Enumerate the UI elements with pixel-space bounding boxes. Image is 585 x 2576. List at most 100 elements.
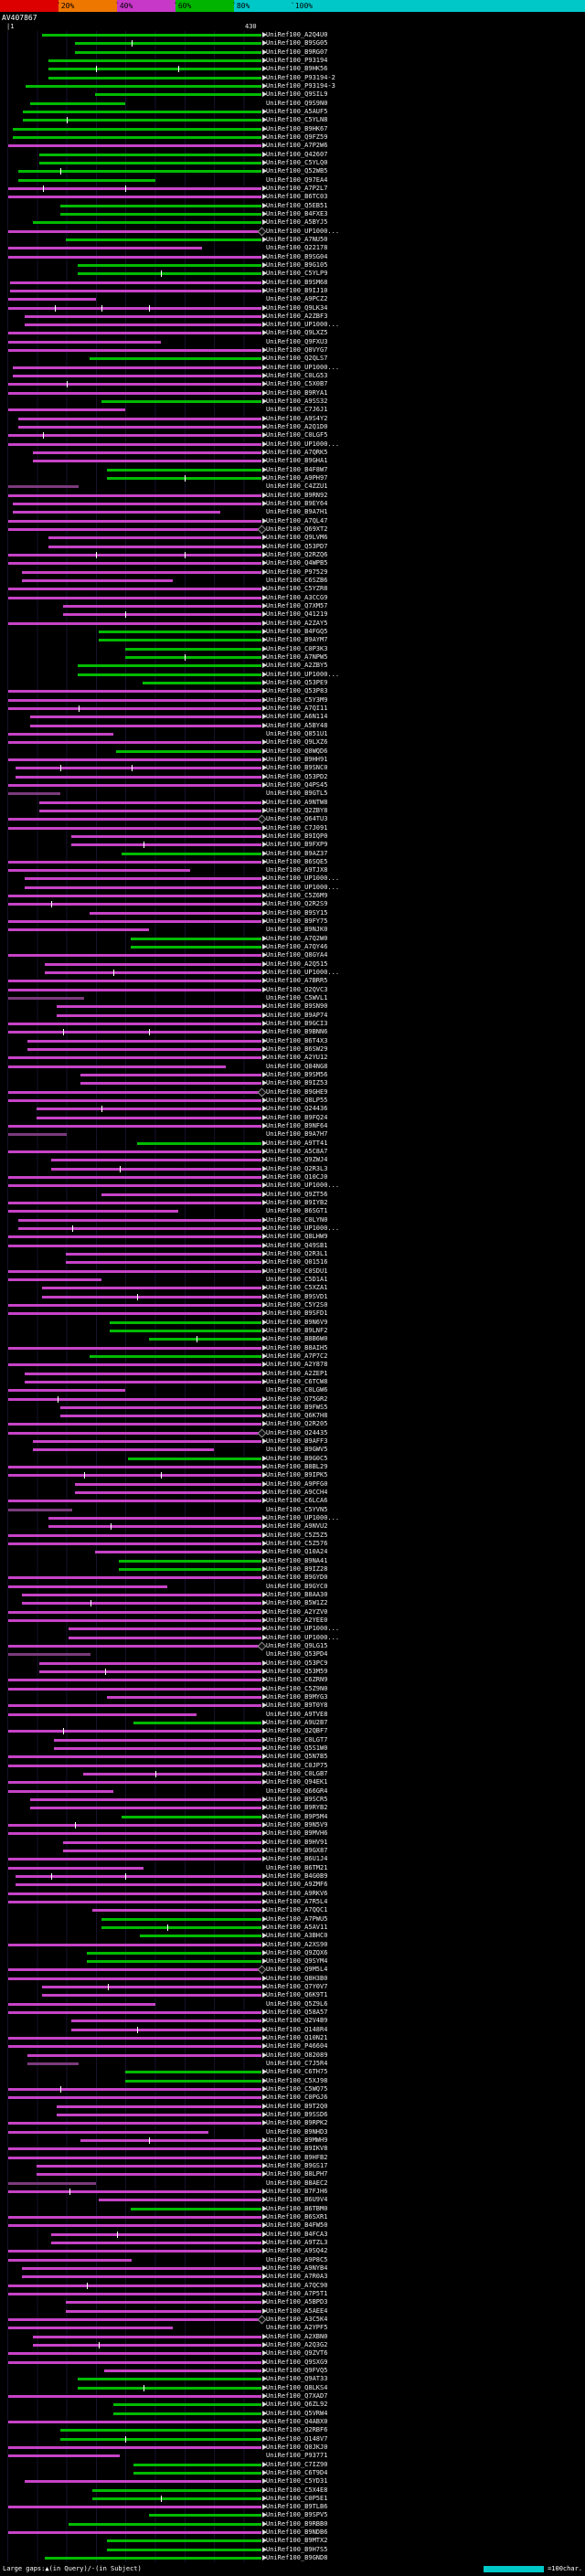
hit-label[interactable]: UniRef100_Q5N7B5 xyxy=(266,1753,328,1761)
hit-label[interactable]: UniRef100_A9SS32 xyxy=(266,398,328,406)
hit-bar[interactable] xyxy=(7,519,261,523)
hit-bar[interactable] xyxy=(7,144,261,148)
hit-bar[interactable] xyxy=(30,1807,261,1810)
hit-label[interactable]: UniRef100_A9RKV6 xyxy=(266,1889,328,1897)
hit-bar[interactable] xyxy=(48,1517,261,1521)
hit-label[interactable]: UniRef100_B4F8W7 xyxy=(266,465,328,473)
hit-bar[interactable] xyxy=(57,2114,261,2117)
hit-bar[interactable] xyxy=(21,570,261,574)
hit-label[interactable]: UniRef100_P97529 xyxy=(266,567,328,576)
hit-label[interactable]: UniRef100_UP1000... xyxy=(266,883,340,891)
hit-bar[interactable] xyxy=(24,877,261,881)
hit-label[interactable]: UniRef100_Q148R4 xyxy=(266,2025,328,2033)
hit-label[interactable]: UniRef100_B9LNF2 xyxy=(266,1326,328,1334)
hit-label[interactable]: UniRef100_C5YLQ0 xyxy=(266,158,328,166)
hit-label[interactable]: UniRef100_C5Z576 xyxy=(266,1540,328,1548)
hit-label[interactable]: UniRef100_A9TZL3 xyxy=(266,2238,328,2246)
hit-bar[interactable] xyxy=(7,1832,261,1836)
hit-label[interactable]: UniRef100_B9GS17 xyxy=(266,2162,328,2170)
hit-label[interactable]: UniRef100_B4FW50 xyxy=(266,2221,328,2230)
hit-label[interactable]: UniRef100_A7R5L4 xyxy=(266,1897,328,1905)
hit-label[interactable]: UniRef100_B9AFF3 xyxy=(266,1437,328,1446)
hit-bar[interactable] xyxy=(7,1781,261,1785)
hit-bar[interactable] xyxy=(21,2266,261,2270)
hit-label[interactable]: UniRef100_A2ZAY5 xyxy=(266,619,328,627)
hit-label[interactable]: UniRef100_C0LGF5 xyxy=(266,431,328,440)
hit-bar[interactable] xyxy=(7,1184,261,1188)
hit-label[interactable]: UniRef100_B4G0B9 xyxy=(266,1871,328,1880)
hit-label[interactable]: UniRef100_B9RYB2 xyxy=(266,1804,328,1812)
hit-bar[interactable] xyxy=(7,596,261,599)
hit-bar[interactable] xyxy=(74,42,261,46)
hit-bar[interactable] xyxy=(7,988,261,991)
hit-label[interactable]: UniRef100_Q24436 xyxy=(266,1105,328,1113)
hit-bar[interactable] xyxy=(42,1295,261,1299)
hit-label[interactable]: UniRef100_Q53PD2 xyxy=(266,772,328,780)
hit-label[interactable]: UniRef100_A2Q4U0 xyxy=(266,31,328,38)
hit-label[interactable]: UniRef100_A7P5T1 xyxy=(266,2289,328,2297)
hit-label[interactable]: UniRef100_C6TCW8 xyxy=(266,1377,328,1385)
hit-label[interactable]: UniRef100_A9ZMF6 xyxy=(266,1881,328,1889)
hit-bar[interactable] xyxy=(7,1175,261,1179)
hit-label[interactable]: UniRef100_B9IQP0 xyxy=(266,832,328,840)
hit-label[interactable]: UniRef100_P93194-3 xyxy=(266,81,335,90)
hit-bar[interactable] xyxy=(7,2394,261,2398)
hit-label[interactable]: UniRef100_A9NTW8 xyxy=(266,798,328,806)
hit-bar[interactable] xyxy=(7,1755,261,1759)
hit-label[interactable]: UniRef100_B9FQ24 xyxy=(266,1113,328,1121)
hit-bar[interactable] xyxy=(7,732,114,736)
hit-bar[interactable] xyxy=(7,1712,197,1716)
hit-label[interactable]: UniRef100_Q6K7H8 xyxy=(266,1412,328,1420)
hit-label[interactable]: UniRef100_B9A7H1 xyxy=(266,508,328,516)
hit-bar[interactable] xyxy=(7,1653,90,1657)
hit-label[interactable]: UniRef100_B9T2Q0 xyxy=(266,2102,328,2110)
hit-bar[interactable] xyxy=(7,2420,261,2423)
hit-bar[interactable] xyxy=(7,1900,261,1903)
hit-bar[interactable] xyxy=(57,1013,261,1017)
hit-bar[interactable] xyxy=(7,1023,261,1026)
hit-bar[interactable] xyxy=(12,127,261,131)
hit-label[interactable]: UniRef100_UP1000... xyxy=(266,227,340,235)
hit-bar[interactable] xyxy=(16,775,261,779)
hit-label[interactable]: UniRef100_B9SCR5 xyxy=(266,1795,328,1803)
hit-label[interactable]: UniRef100_Q8LHW9 xyxy=(266,1233,328,1241)
hit-bar[interactable] xyxy=(7,1423,261,1426)
hit-bar[interactable] xyxy=(107,2548,261,2551)
hit-label[interactable]: UniRef100_Q8LKS4 xyxy=(266,2383,328,2391)
hit-bar[interactable] xyxy=(7,1764,261,1767)
hit-label[interactable]: UniRef100_UP1000... xyxy=(266,321,340,329)
hit-label[interactable]: UniRef100_Q8VYG7 xyxy=(266,346,328,355)
hit-label[interactable]: UniRef100_B9IPK5 xyxy=(266,1471,328,1479)
hit-label[interactable]: UniRef100_A7QY46 xyxy=(266,943,328,951)
hit-bar[interactable] xyxy=(24,885,261,889)
hit-bar[interactable] xyxy=(7,818,261,822)
hit-label[interactable]: UniRef100_Q4PS45 xyxy=(266,780,328,789)
hit-bar[interactable] xyxy=(26,84,261,88)
hit-label[interactable]: UniRef100_A9NVU2 xyxy=(266,1522,328,1531)
hit-bar[interactable] xyxy=(7,2011,261,2015)
hit-label[interactable]: UniRef100_Q01516 xyxy=(266,1258,328,1267)
hit-label[interactable]: UniRef100_C7J6J1 xyxy=(266,406,328,414)
hit-bar[interactable] xyxy=(101,1917,261,1921)
hit-label[interactable]: UniRef100_Q94EK1 xyxy=(266,1778,328,1786)
hit-label[interactable]: UniRef100_P93194 xyxy=(266,56,328,64)
hit-bar[interactable] xyxy=(7,698,261,702)
hit-label[interactable]: UniRef100_C5YZR8 xyxy=(266,585,328,593)
hit-bar[interactable] xyxy=(71,2028,261,2031)
hit-bar[interactable] xyxy=(66,1261,261,1265)
hit-label[interactable]: UniRef100_B9RPK2 xyxy=(266,2119,328,2127)
hit-bar[interactable] xyxy=(7,1892,261,1895)
hit-bar[interactable] xyxy=(12,135,261,139)
hit-bar[interactable] xyxy=(101,400,261,404)
hit-bar[interactable] xyxy=(66,1252,261,1256)
hit-bar[interactable] xyxy=(59,212,261,216)
hit-label[interactable]: UniRef100_B9FY75 xyxy=(266,917,328,926)
hit-bar[interactable] xyxy=(21,2275,261,2279)
hit-bar[interactable] xyxy=(24,314,261,318)
hit-bar[interactable] xyxy=(16,1883,261,1887)
hit-label[interactable]: UniRef100_UP1000... xyxy=(266,1625,340,1633)
hit-label[interactable]: UniRef100_B4FXE3 xyxy=(266,209,328,217)
hit-label[interactable]: UniRef100_C6SZB6 xyxy=(266,577,328,584)
hit-bar[interactable] xyxy=(18,426,261,429)
hit-label[interactable]: UniRef100_A2Y878 xyxy=(266,1361,328,1369)
